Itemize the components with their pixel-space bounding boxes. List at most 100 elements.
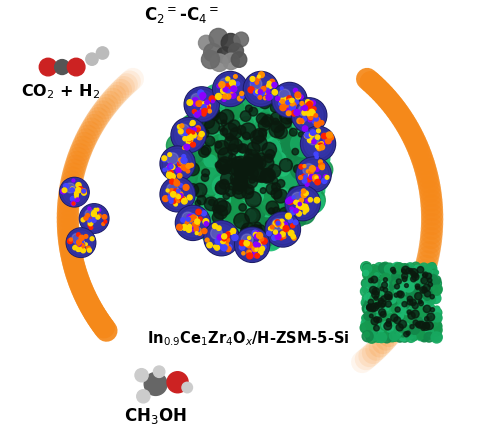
Circle shape — [410, 272, 416, 278]
Circle shape — [80, 244, 84, 248]
Circle shape — [406, 309, 410, 314]
Circle shape — [392, 281, 397, 286]
Circle shape — [230, 159, 245, 174]
Circle shape — [237, 118, 254, 134]
Circle shape — [300, 166, 310, 176]
Circle shape — [64, 184, 68, 189]
Circle shape — [260, 202, 275, 217]
Circle shape — [395, 286, 406, 297]
Circle shape — [215, 142, 222, 149]
Circle shape — [290, 204, 304, 219]
Circle shape — [368, 293, 379, 304]
Circle shape — [197, 196, 206, 205]
Circle shape — [325, 176, 329, 180]
Circle shape — [70, 188, 74, 193]
Circle shape — [244, 185, 254, 195]
Circle shape — [394, 263, 404, 273]
Circle shape — [308, 198, 312, 202]
Circle shape — [244, 158, 256, 170]
Circle shape — [247, 170, 272, 194]
Circle shape — [172, 153, 192, 172]
Circle shape — [160, 147, 195, 182]
Circle shape — [423, 290, 434, 300]
Circle shape — [202, 211, 206, 216]
Circle shape — [97, 209, 100, 212]
Circle shape — [226, 100, 244, 119]
Circle shape — [224, 243, 228, 247]
Circle shape — [194, 228, 200, 233]
Circle shape — [80, 204, 109, 234]
Circle shape — [373, 273, 380, 280]
Circle shape — [238, 194, 264, 219]
Circle shape — [278, 124, 284, 131]
Circle shape — [244, 187, 264, 207]
Circle shape — [242, 187, 254, 199]
Circle shape — [404, 272, 416, 283]
Circle shape — [192, 110, 196, 114]
Circle shape — [251, 159, 270, 177]
Circle shape — [199, 132, 204, 137]
Circle shape — [228, 184, 238, 194]
Circle shape — [360, 323, 371, 333]
Circle shape — [403, 318, 408, 324]
Circle shape — [306, 100, 310, 105]
Circle shape — [368, 311, 374, 317]
Circle shape — [255, 232, 258, 235]
Circle shape — [394, 311, 400, 317]
Circle shape — [243, 144, 266, 168]
Text: In$_{0.9}$Ce$_1$Zr$_4$O$_x$/H-ZSM-5-Si: In$_{0.9}$Ce$_1$Zr$_4$O$_x$/H-ZSM-5-Si — [146, 329, 349, 347]
Circle shape — [416, 286, 420, 290]
Circle shape — [230, 93, 236, 99]
Circle shape — [278, 191, 289, 202]
Circle shape — [306, 178, 312, 183]
Circle shape — [266, 141, 281, 155]
Circle shape — [248, 147, 262, 161]
Circle shape — [228, 184, 235, 191]
Circle shape — [200, 129, 209, 138]
Circle shape — [418, 290, 429, 300]
Circle shape — [250, 138, 266, 154]
Circle shape — [240, 161, 254, 174]
Circle shape — [310, 151, 322, 162]
Circle shape — [260, 148, 282, 171]
Circle shape — [176, 182, 192, 198]
Circle shape — [182, 167, 187, 171]
Circle shape — [403, 307, 410, 314]
Circle shape — [194, 227, 198, 232]
Circle shape — [296, 95, 300, 100]
Circle shape — [294, 203, 315, 225]
Circle shape — [173, 152, 187, 167]
Circle shape — [266, 89, 270, 93]
Circle shape — [215, 158, 241, 184]
Circle shape — [231, 178, 239, 186]
Circle shape — [377, 290, 388, 301]
Circle shape — [186, 130, 190, 134]
Circle shape — [380, 276, 386, 281]
Circle shape — [242, 188, 256, 201]
Circle shape — [410, 328, 418, 336]
Circle shape — [217, 107, 234, 124]
Circle shape — [202, 185, 224, 206]
Circle shape — [403, 273, 409, 280]
Circle shape — [406, 329, 413, 337]
Circle shape — [258, 189, 272, 203]
Circle shape — [392, 326, 398, 331]
Circle shape — [265, 184, 288, 207]
Circle shape — [295, 93, 300, 99]
Circle shape — [261, 143, 284, 166]
Circle shape — [372, 320, 382, 330]
Circle shape — [243, 163, 252, 173]
Circle shape — [258, 145, 276, 163]
Circle shape — [204, 221, 239, 256]
Circle shape — [275, 162, 290, 177]
Circle shape — [400, 332, 410, 343]
Circle shape — [304, 134, 310, 139]
Circle shape — [176, 169, 181, 173]
Circle shape — [201, 206, 220, 225]
Circle shape — [178, 125, 182, 130]
Circle shape — [183, 185, 189, 191]
Circle shape — [181, 200, 196, 215]
Circle shape — [386, 287, 392, 293]
Circle shape — [370, 285, 380, 294]
Circle shape — [202, 158, 220, 177]
